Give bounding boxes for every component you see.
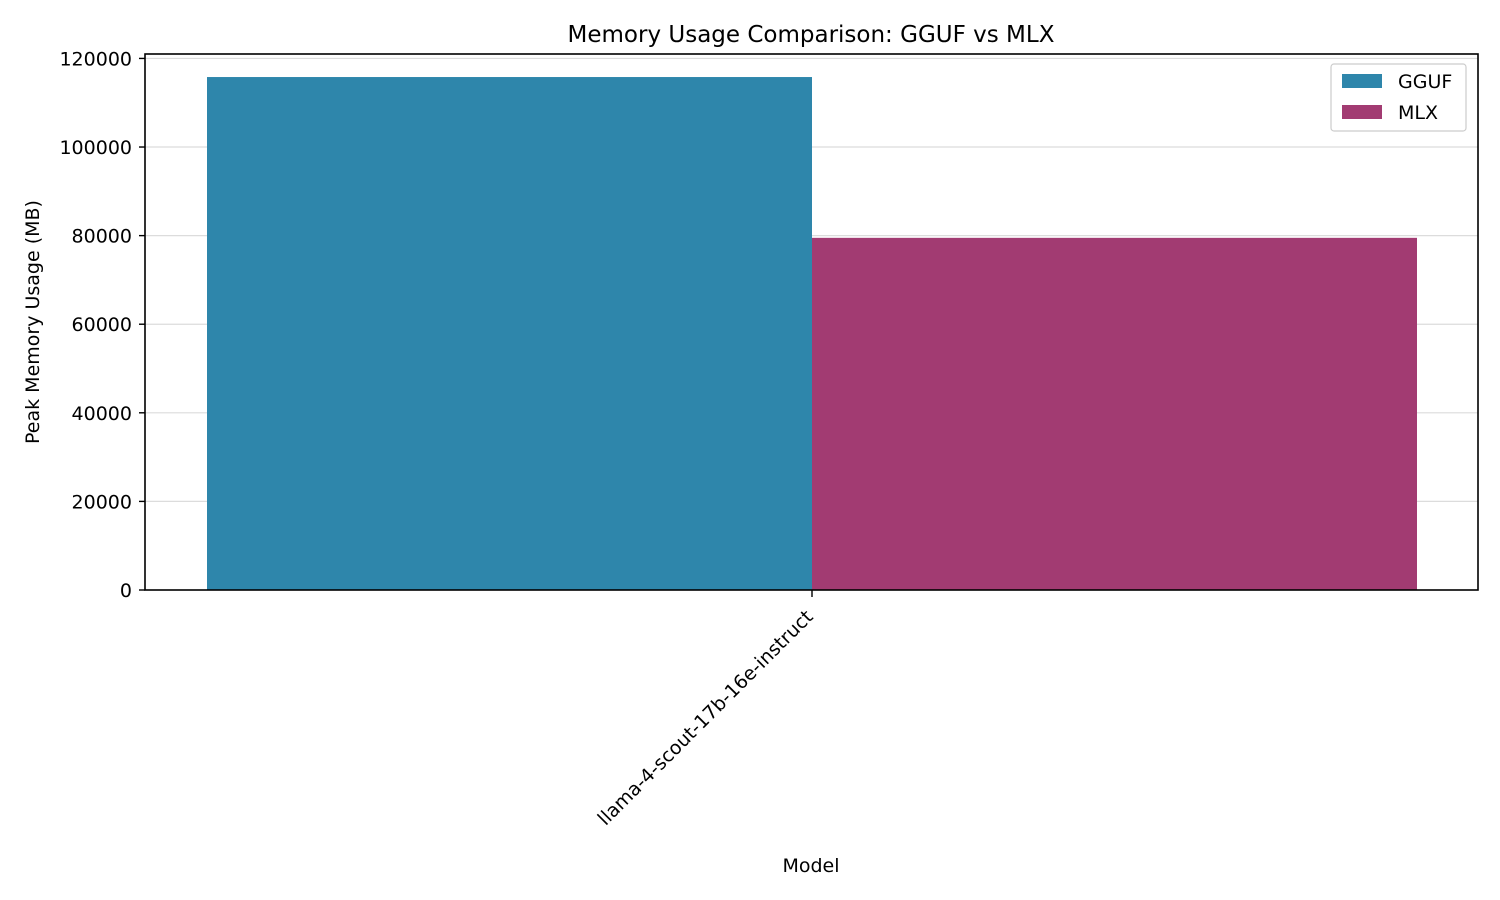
legend-swatch-gguf xyxy=(1342,74,1382,88)
y-tick-label: 40000 xyxy=(72,403,132,425)
y-tick-label: 20000 xyxy=(72,491,132,513)
y-tick-label: 60000 xyxy=(72,314,132,336)
x-axis-label: Model xyxy=(782,855,839,877)
y-tick-label: 0 xyxy=(120,580,132,602)
bars xyxy=(207,77,1417,590)
legend-label-mlx: MLX xyxy=(1398,102,1438,124)
y-tick-label: 80000 xyxy=(72,226,132,248)
y-axis-ticks: 0 20000 40000 60000 80000 100000 120000 xyxy=(59,48,145,602)
x-axis-ticks: llama-4-scout-17b-16e-instruct xyxy=(594,590,818,830)
bar-gguf xyxy=(207,77,812,590)
chart-title: Memory Usage Comparison: GGUF vs MLX xyxy=(568,22,1055,48)
legend-swatch-mlx xyxy=(1342,105,1382,119)
y-tick-label: 100000 xyxy=(59,137,132,159)
y-axis-label: Peak Memory Usage (MB) xyxy=(22,200,44,444)
legend-label-gguf: GGUF xyxy=(1398,71,1452,93)
x-tick-label: llama-4-scout-17b-16e-instruct xyxy=(594,606,818,830)
bar-mlx xyxy=(812,237,1417,590)
y-tick-label: 120000 xyxy=(59,48,132,70)
legend: GGUF MLX xyxy=(1330,63,1467,132)
